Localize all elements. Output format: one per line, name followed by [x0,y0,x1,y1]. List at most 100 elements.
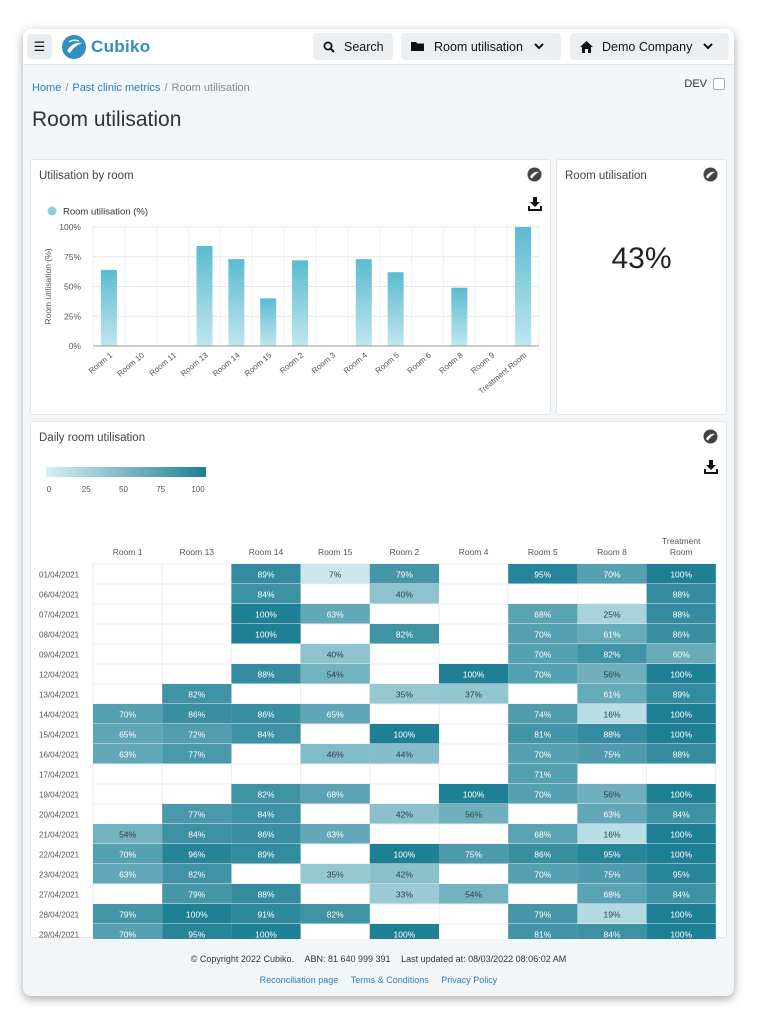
column-header: Room 1 [113,547,143,557]
footer-copyright: © Copyright 2022 Cubiko. [190,954,294,964]
heat-cell-label: 54% [119,830,136,840]
dev-toggle[interactable]: DEV [684,78,725,90]
heat-cell [646,844,716,864]
menu-icon[interactable]: ☰ [27,34,52,59]
heat-cell-label: 88% [673,750,690,760]
heat-cell-label: 37% [465,690,482,700]
heat-cell [577,684,647,704]
heat-cell [162,804,232,824]
heat-cell [93,824,163,844]
column-header: Room 14 [249,547,284,557]
privacy-link[interactable]: Privacy Policy [441,975,498,985]
heat-cell [646,584,716,604]
heat-cell [162,824,232,844]
heat-cell [369,864,439,884]
heat-cell-label: 100% [670,710,692,720]
column-header: Treatment [662,536,701,546]
heat-cell-label: 100% [670,670,692,680]
heat-cell [300,744,370,764]
heat-cell-label: 100% [394,930,416,940]
report-select[interactable]: Room utilisation [401,33,561,60]
heat-cell-label: 100% [255,630,277,640]
heat-cell [231,804,301,824]
legend-label: Room utilisation (%) [63,207,148,218]
heat-cell-label: 74% [534,710,551,720]
heat-cell [231,724,301,744]
column-header: Room 8 [597,547,627,557]
heat-cell-label: 88% [673,590,690,600]
dev-label: DEV [684,78,707,90]
cubiko-logo-icon[interactable] [703,429,718,444]
app-logo[interactable]: Cubiko [61,33,150,61]
heat-cell-label: 63% [327,830,344,840]
breadcrumb-home-link[interactable]: Home [32,82,62,94]
heat-cell-label: 82% [188,690,205,700]
search-label: Search [344,39,384,54]
heat-cell-label: 72% [188,730,205,740]
heat-cell [369,584,439,604]
terms-link[interactable]: Terms & Conditions [350,975,429,985]
row-date-label: 14/04/2021 [39,711,80,720]
heat-cell [300,604,370,624]
chevron-down-icon [534,43,544,50]
heat-cell-label: 84% [257,590,274,600]
heat-cell [577,884,647,904]
x-tick-label: Room 4 [342,350,370,375]
heat-cell [162,724,232,744]
heat-cell-label: 84% [257,810,274,820]
heat-cell [231,624,301,644]
heat-cell [646,904,716,924]
company-select[interactable]: Demo Company [570,33,729,60]
heat-cell [231,824,301,844]
heat-cell-label: 68% [534,830,551,840]
company-select-label: Demo Company [602,39,693,54]
download-icon[interactable] [528,197,542,211]
cubiko-logo-icon[interactable] [703,167,718,182]
heat-cell-label: 81% [534,930,551,940]
column-header: Room [670,547,693,557]
bar [355,259,372,346]
heat-cell-label: 86% [673,630,690,640]
heat-cell-label: 86% [188,710,205,720]
row-date-label: 08/04/2021 [39,631,80,640]
heat-cell-label: 61% [603,630,620,640]
bar-chart: Room utilisation (%) 0% 25% 50% 75% 100% Room … [43,206,540,396]
dev-checkbox[interactable] [713,78,725,90]
search-button[interactable]: Search [313,33,393,60]
heat-cell-label: 95% [673,870,690,880]
heat-cell [508,824,578,844]
heat-cell-label: 86% [534,850,551,860]
heat-cell [439,884,509,904]
heat-cell-label: 70% [119,710,136,720]
chevron-down-icon [703,43,714,50]
x-tick-label: Room 2 [278,350,306,375]
cubiko-logo-icon[interactable] [527,167,542,182]
heat-cell [93,704,163,724]
heat-cell-label: 84% [673,810,690,820]
heat-cell [508,844,578,864]
heat-cell-label: 63% [327,610,344,620]
x-tick-label: Room 14 [211,350,242,378]
cubiko-logo-icon [62,35,86,59]
heat-cell-label: 70% [534,630,551,640]
bar [260,298,277,346]
heat-cell-label: 100% [255,610,277,620]
heat-cell [508,624,578,644]
heat-cell [369,744,439,764]
reconciliation-link[interactable]: Reconciliation page [259,975,339,985]
download-icon[interactable] [704,460,718,474]
heat-cell [231,884,301,904]
heat-cell-label: 100% [670,790,692,800]
heat-cell [162,884,232,904]
row-date-label: 19/04/2021 [39,791,80,800]
daily-room-utilisation-card: Daily room utilisation 0 25 50 75 100 Room 1 R… [30,421,727,940]
heat-cell [646,624,716,644]
heat-cell [508,704,578,724]
heat-cell [162,864,232,884]
heat-cell-label: 75% [603,870,620,880]
breadcrumb-section-link[interactable]: Past clinic metrics [72,82,161,94]
heat-cell-label: 40% [396,590,413,600]
footer-links: Reconciliation page Terms & Conditions P… [23,975,734,985]
footer-updated: Last updated at: 08/03/2022 08:06:02 AM [401,954,567,964]
heat-cell [231,704,301,724]
